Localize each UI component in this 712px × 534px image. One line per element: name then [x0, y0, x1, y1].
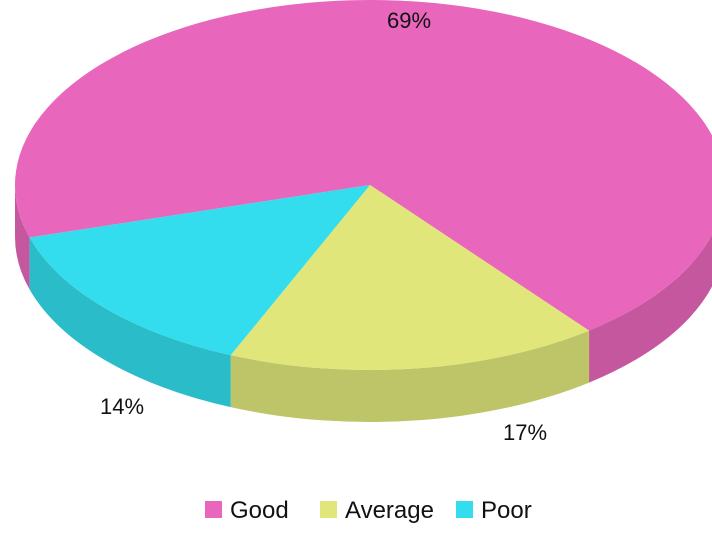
legend-label-good: Good	[230, 497, 289, 524]
pie-slice-poor[interactable]	[29, 185, 371, 356]
legend-swatch-poor	[456, 501, 473, 518]
pie-side-poor-wrap	[29, 237, 231, 408]
legend-label-average: Average	[345, 497, 434, 524]
pie-tops	[15, 0, 712, 370]
pie-side-average-wrap	[230, 330, 590, 423]
legend-item-good: Good	[205, 497, 289, 524]
legend-item-average: Average	[320, 497, 434, 524]
data-label-average: 17%	[503, 420, 547, 445]
pie-sides	[15, 185, 712, 423]
pie-slice-good[interactable]	[15, 0, 712, 331]
pie-side-good-wrap	[589, 234, 712, 383]
legend: Good Average Poor	[205, 497, 532, 524]
legend-swatch-good	[205, 501, 222, 518]
pie-slice-average[interactable]	[230, 185, 590, 370]
data-labels: 69% 17% 14%	[100, 8, 547, 445]
pie-side-good	[15, 185, 30, 290]
data-label-poor: 14%	[100, 394, 144, 419]
legend-item-poor: Poor	[456, 497, 532, 524]
legend-label-poor: Poor	[481, 497, 532, 524]
legend-swatch-average	[320, 501, 337, 518]
data-label-good: 69%	[387, 8, 431, 33]
